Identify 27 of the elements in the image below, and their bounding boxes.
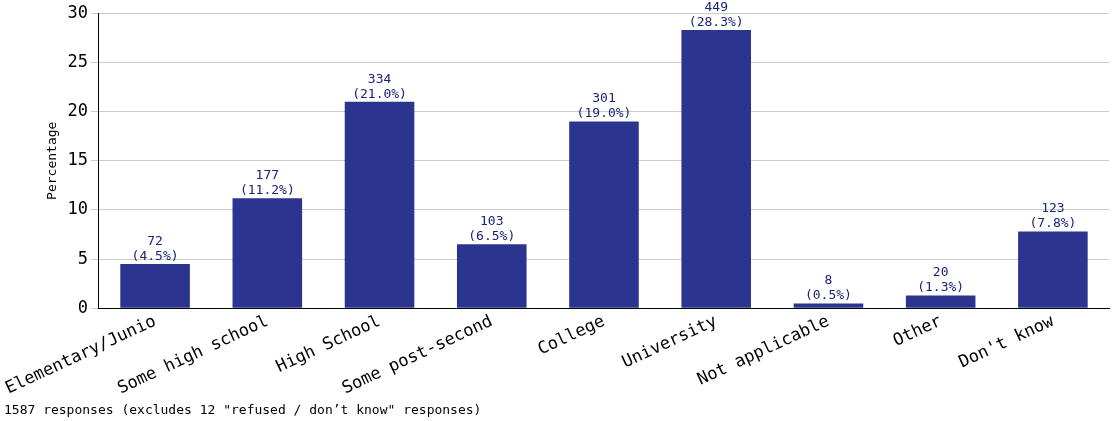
y-tick-label: 20 bbox=[67, 99, 88, 120]
data-label: 301 (19.0%) bbox=[576, 90, 632, 121]
bar bbox=[569, 121, 639, 308]
y-tick-label: 30 bbox=[67, 1, 88, 22]
data-label: 449 (28.3%) bbox=[688, 0, 744, 29]
bar bbox=[905, 295, 976, 308]
y-tick-label: 10 bbox=[67, 198, 88, 219]
y-tick-label: 25 bbox=[67, 50, 88, 71]
bar bbox=[1018, 231, 1088, 308]
text: 1587 responses (excludes 12 "refused / don’t know" responses) bbox=[4, 402, 482, 417]
bar bbox=[681, 29, 751, 308]
y-axis-title: Percentage bbox=[44, 121, 60, 200]
bar bbox=[344, 101, 415, 308]
data-label: 334 (21.0%) bbox=[352, 70, 407, 101]
bar bbox=[232, 198, 303, 308]
y-tick-label: 0 bbox=[77, 296, 88, 317]
y-tick-label: 5 bbox=[77, 247, 88, 268]
bar bbox=[793, 303, 864, 308]
bar bbox=[456, 244, 527, 308]
data-label: 8 (0.5%) bbox=[804, 272, 852, 303]
data-label: 20 (1.3%) bbox=[917, 264, 965, 295]
data-label: 123 (7.8%) bbox=[1029, 200, 1077, 231]
data-label: 103 (6.5%) bbox=[468, 213, 516, 244]
y-tick-label: 15 bbox=[67, 149, 88, 170]
data-label: 72 (4.5%) bbox=[131, 232, 179, 263]
bar bbox=[120, 264, 190, 308]
data-label: 177 (11.2%) bbox=[239, 167, 295, 198]
